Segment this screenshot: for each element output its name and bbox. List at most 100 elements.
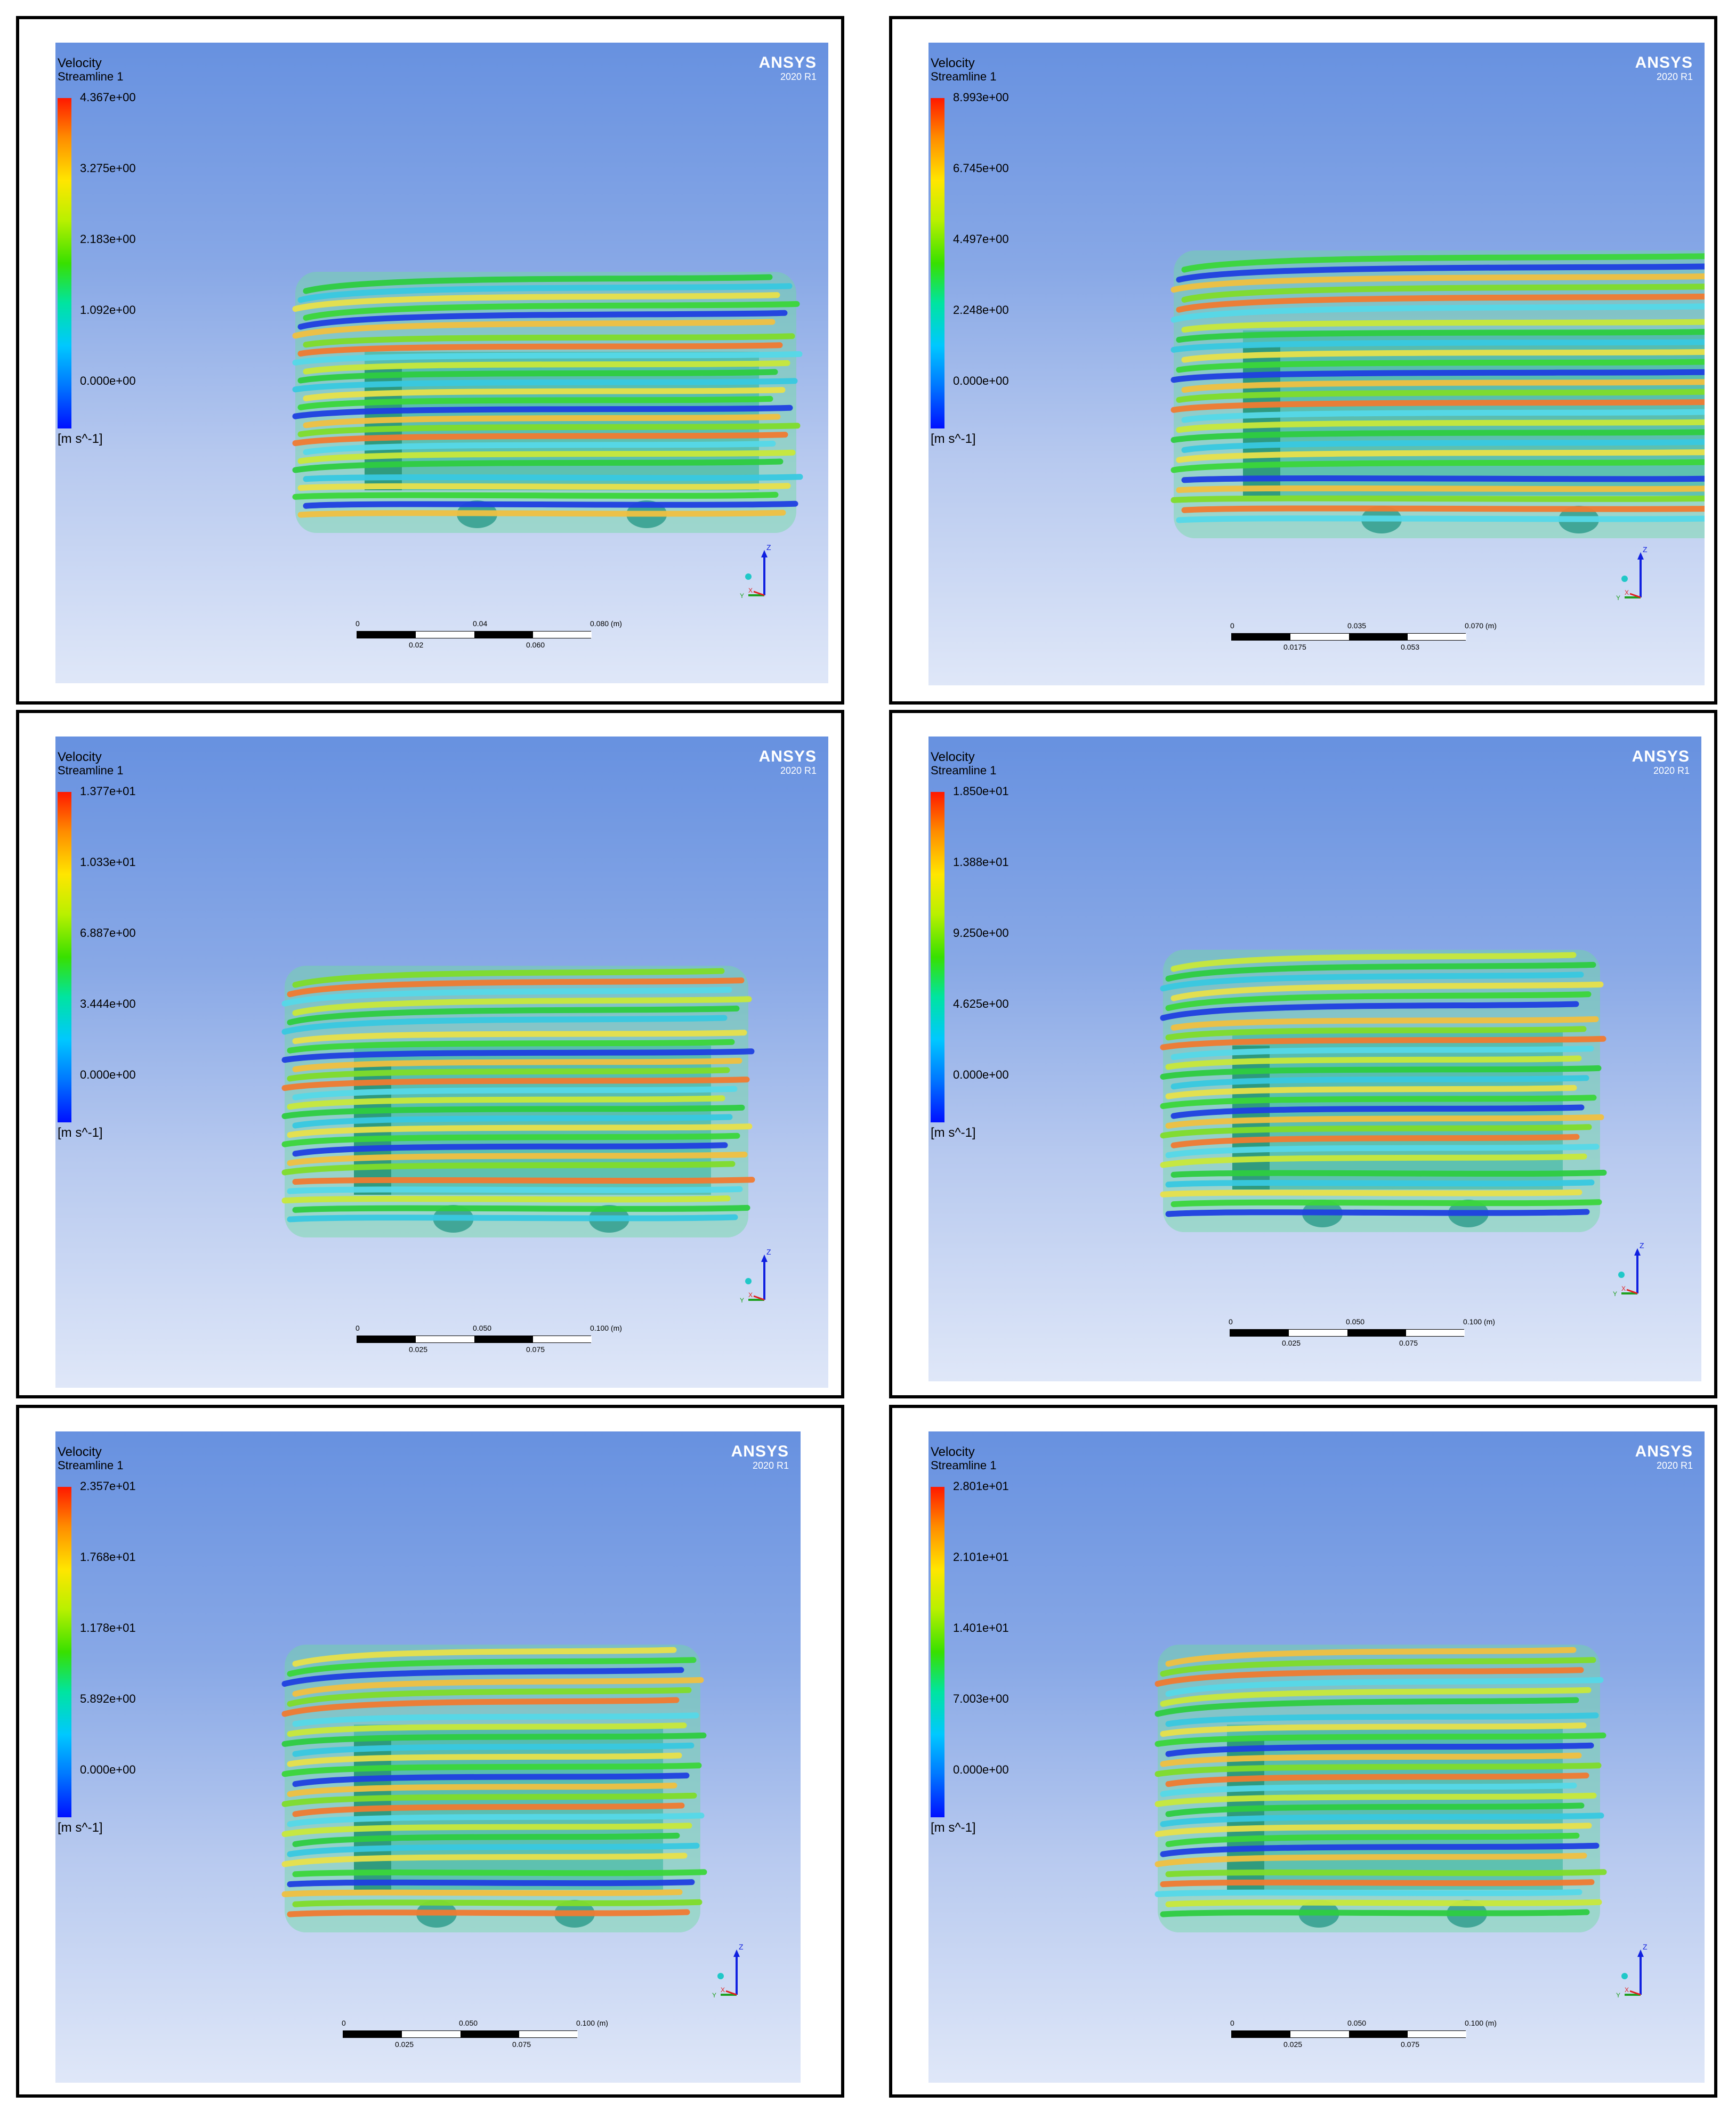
scale-bar-segment [461, 2031, 519, 2037]
scale-bar-track [357, 1336, 592, 1343]
scale-label-top: 0.035 [1347, 621, 1367, 630]
axis-triad: Z YX [1616, 1944, 1648, 1999]
legend-title: Velocity [58, 1445, 102, 1459]
streamline [292, 351, 803, 366]
streamline [1165, 1114, 1604, 1129]
streamline [303, 440, 776, 455]
scale-bar: 0 0.050 0.100 (m) 0.025 0.075 [356, 1324, 634, 1356]
streamline [297, 342, 783, 357]
streamline [1170, 459, 1705, 473]
streamline [281, 1161, 736, 1176]
streamline-plot [1170, 250, 1705, 538]
streamline [1165, 1899, 1602, 1907]
x-axis-label: X [721, 1986, 725, 1994]
scale-label-top: 0.050 [473, 1324, 492, 1332]
streamline [303, 500, 798, 509]
streamline [1165, 1773, 1589, 1787]
streamline [1160, 1879, 1595, 1888]
vehicle-front-face [1243, 346, 1280, 496]
streamline [1160, 972, 1584, 992]
legend-tick-label: 7.003e+00 [953, 1692, 1009, 1705]
viewport: Velocity Streamline 1 4.367e+00 3.275e+00 2.… [55, 43, 828, 683]
streamline [1165, 1647, 1577, 1667]
streamline [287, 1879, 695, 1888]
z-axis-arrow [1634, 1248, 1641, 1256]
streamline [1176, 449, 1705, 463]
streamline [1170, 952, 1577, 972]
streamline [1176, 359, 1705, 373]
legend-tick-label: 0.000e+00 [953, 1763, 1009, 1776]
streamline [292, 1114, 733, 1129]
scale-bar-segment [474, 1336, 533, 1342]
streamline [292, 1869, 707, 1878]
panel-4: Velocity Streamline 1 1.850e+01 1.388e+01 9.… [889, 710, 1717, 1398]
legend-tick-label: 9.250e+00 [953, 926, 1009, 940]
scale-label-bottom: 0.02 [409, 641, 424, 649]
streamline-plot [281, 966, 755, 1237]
legend-unit: [m s^-1] [931, 1126, 976, 1140]
streamline [297, 395, 773, 410]
scale-label-top: 0 [356, 619, 360, 628]
color-bar [931, 792, 944, 1122]
legend-tick-label: 1.092e+00 [80, 303, 136, 317]
streamline [1160, 1782, 1577, 1797]
y-axis-label: Y [1616, 594, 1620, 602]
legend-tick-label: 2.183e+00 [80, 232, 136, 246]
legend-tick-label: 1.401e+01 [953, 1621, 1009, 1634]
vehicle-front-face [354, 1741, 391, 1890]
x-axis-line [1626, 1289, 1638, 1294]
streamline [303, 333, 795, 348]
streamline [287, 1909, 690, 1917]
streamline [281, 1762, 702, 1777]
x-axis-line [1629, 1990, 1641, 1996]
legend-tick-label: 2.357e+01 [80, 1479, 136, 1493]
streamline [287, 1095, 725, 1110]
streamline [1170, 303, 1705, 323]
streamline [1170, 981, 1604, 1001]
scale-label-top: 0.080 (m) [590, 619, 622, 628]
streamline [287, 1782, 677, 1797]
streamline [281, 1104, 745, 1119]
legend-tick-label: 1.377e+01 [80, 784, 136, 798]
streamline [1181, 409, 1705, 423]
x-axis-label: X [1625, 1986, 1629, 1994]
legend-tick-label: 0.000e+00 [80, 1068, 136, 1081]
scale-bar-segment [1408, 2031, 1466, 2037]
scale-bar-segment [343, 2031, 402, 2037]
scale-label-top: 0 [1229, 1317, 1233, 1326]
x-axis-label: X [748, 587, 753, 594]
scale-bar: 0 0.050 0.100 (m) 0.025 0.075 [1229, 1317, 1507, 1349]
streamline [287, 1752, 682, 1767]
scale-label-bottom: 0.075 [1401, 2040, 1420, 2049]
ansys-logo: ANSYS 2020 R1 [759, 748, 817, 776]
streamline [287, 1039, 735, 1054]
streamline [1165, 1144, 1600, 1159]
streamline [292, 1057, 742, 1072]
streamline [1160, 1752, 1582, 1767]
streamline [1181, 319, 1705, 333]
origin-marker [745, 1278, 752, 1284]
brand-version: 2020 R1 [780, 71, 817, 82]
legend-tick-label: 6.745e+00 [953, 161, 1009, 175]
streamline [1165, 1832, 1580, 1847]
streamline [281, 1077, 750, 1091]
x-axis-line [753, 1295, 765, 1301]
scale-label-top: 0.100 (m) [590, 1324, 622, 1332]
streamline [1165, 1055, 1582, 1070]
scale-label-top: 0 [342, 2019, 346, 2027]
legend-subtitle: Streamline 1 [931, 764, 997, 777]
scale-bar-segment [1347, 1330, 1406, 1336]
x-axis-label: X [748, 1291, 753, 1299]
vehicle-front-face [1227, 1741, 1264, 1890]
scale-bar-segment [1408, 634, 1466, 640]
streamline [297, 509, 786, 518]
scale-bar-segment [474, 632, 533, 638]
streamline [303, 414, 781, 428]
streamline [297, 423, 801, 438]
scale-bar-track [1231, 633, 1466, 641]
streamline [1170, 1046, 1594, 1061]
scale-bar-segment [533, 1336, 592, 1342]
z-axis-label: Z [1643, 547, 1648, 554]
streamline [1170, 399, 1705, 413]
streamline [281, 1048, 755, 1063]
